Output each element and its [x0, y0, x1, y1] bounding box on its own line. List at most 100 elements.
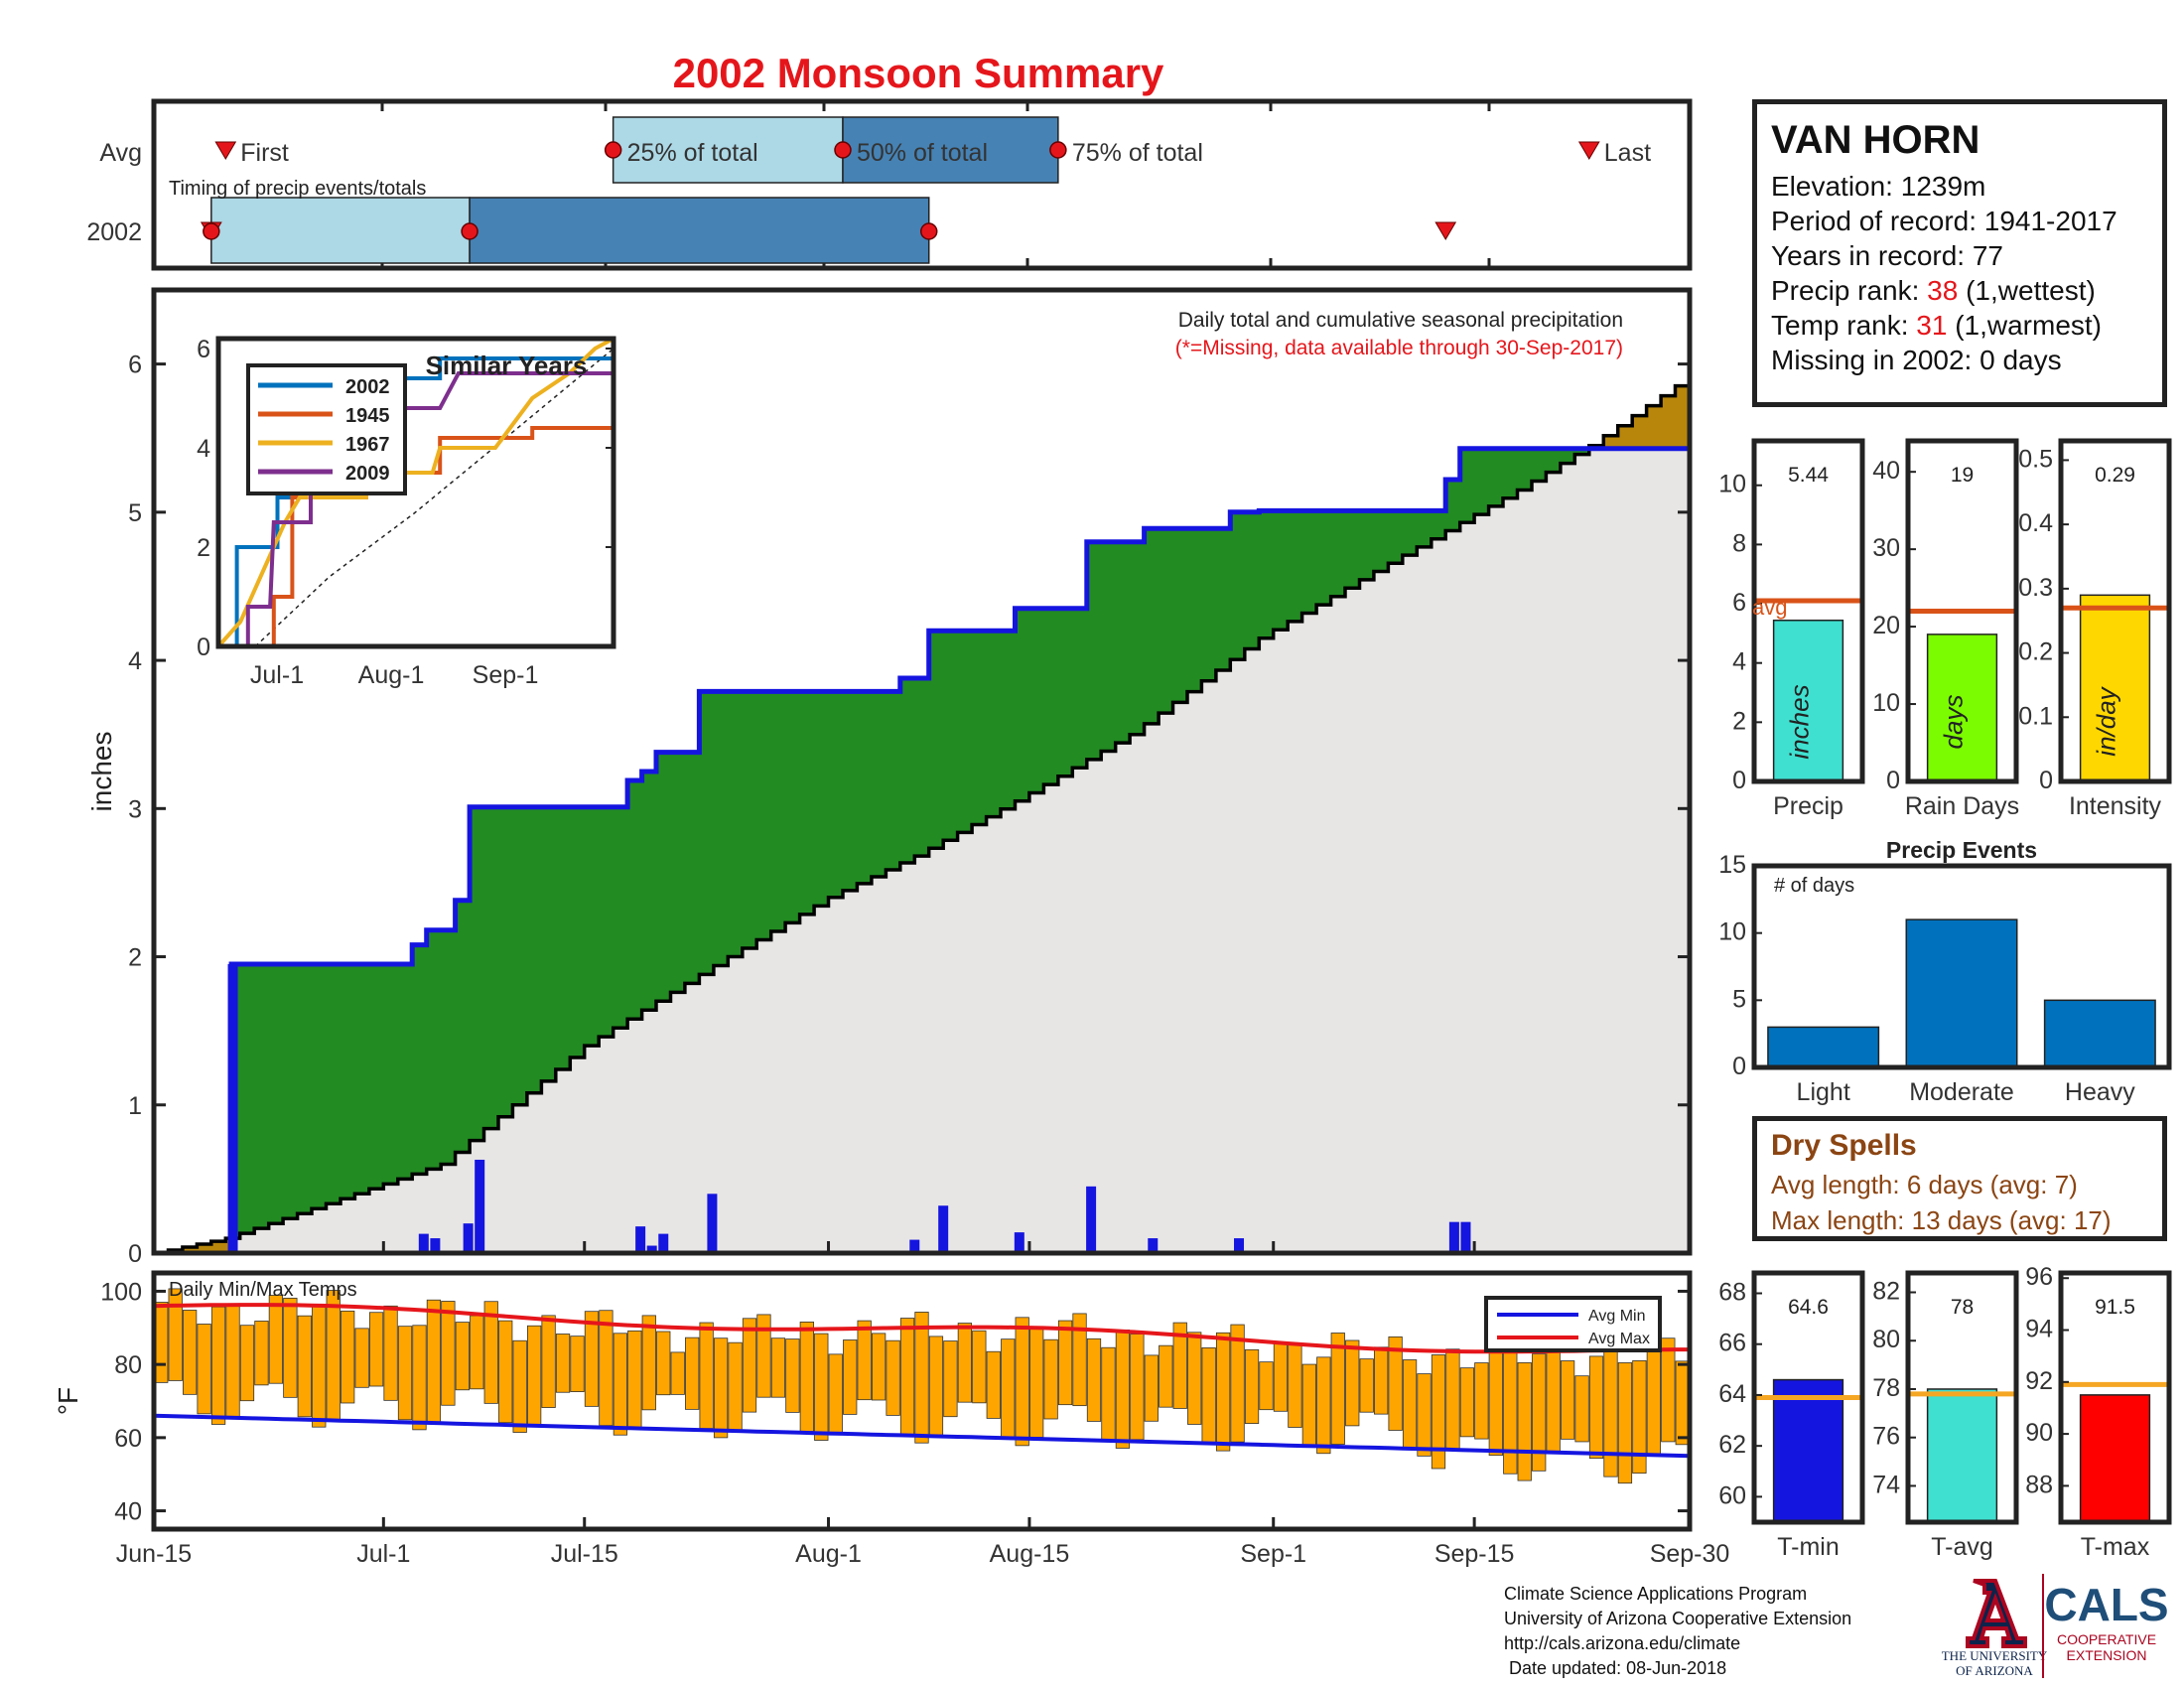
temp-range-bar [1388, 1336, 1403, 1431]
stat-panel-frame [1905, 1270, 2019, 1525]
temps-title: Daily Min/Max Temps [169, 1279, 357, 1301]
inset-title: Similar Years [426, 351, 588, 380]
y-tick-label: 4 [128, 647, 142, 675]
stat-value-label: 78 [1951, 1296, 1974, 1319]
stat-y-tick-label: 0.4 [2018, 509, 2053, 537]
daily-precip-bar [658, 1233, 669, 1253]
timing-row-label-2002: 2002 [86, 218, 142, 246]
stat-value-label: 0.29 [2095, 464, 2135, 487]
temp-range-bar [1015, 1317, 1029, 1447]
stat-y-tick-label: 68 [1718, 1278, 1746, 1306]
temp-range-bar [871, 1333, 887, 1401]
stat-value-bar [2079, 1394, 2151, 1523]
y-tick-label: 2 [128, 944, 142, 972]
stat-y-tick-label: 92 [2025, 1367, 2053, 1395]
university-of-arizona-logo: THE UNIVERSITY OF ARIZONA [1942, 1579, 2048, 1678]
temp-range-bar [1101, 1346, 1116, 1441]
stat-value-label: 5.44 [1788, 464, 1829, 487]
temp-range-bar [1144, 1354, 1159, 1422]
timing-row-label-avg: Avg [99, 139, 142, 167]
stat-y-tick-label: 88 [2025, 1471, 2053, 1498]
avg-first-marker [214, 141, 237, 160]
stat-value-bar [1926, 633, 1998, 782]
x-tick-label: Aug-1 [795, 1540, 862, 1568]
credit-line: University of Arizona Cooperative Extens… [1504, 1609, 1852, 1628]
avg-p25-label: 25% of total [627, 139, 758, 167]
temp-range-bar [1374, 1346, 1389, 1415]
timing-frame [151, 98, 1693, 271]
station-elevation: Elevation: 1239m [1771, 171, 1986, 202]
main-annotation: Daily total and cumulative seasonal prec… [1178, 309, 1623, 332]
stat-value-label: 91.5 [2095, 1296, 2135, 1319]
temp-range-bar [1001, 1338, 1016, 1438]
event-bar [1767, 1026, 1880, 1068]
temps-y-tick-label: 80 [114, 1351, 142, 1379]
stat-category-label: T-min [1777, 1533, 1840, 1561]
temp-rank: Temp rank: 31 (1,warmest) [1771, 308, 2148, 343]
avg-late-box [842, 116, 1059, 184]
temp-range-bar [1646, 1335, 1661, 1456]
stat-y-tick-label: 20 [1872, 612, 1900, 639]
temp-range-bar [1503, 1341, 1518, 1475]
precip-rank-value: 38 [1927, 275, 1959, 306]
temp-range-bar [210, 1306, 226, 1425]
temp-range-bar [928, 1336, 944, 1436]
figure-title: 2002 Monsoon Summary [673, 50, 1164, 96]
stat-y-tick-label: 0.1 [2018, 702, 2053, 730]
temp-range-bar [1029, 1328, 1044, 1438]
stat-category-label: T-max [2081, 1533, 2150, 1561]
daily-precip-bar [1448, 1221, 1459, 1253]
temp-range-bar [1330, 1333, 1345, 1445]
similar-years-inset: 0 2 4 6 Jul-1 Aug-1 Sep-1 Similar Years 2002 1945… [197, 336, 616, 689]
temp-range-bar [1172, 1322, 1187, 1409]
event-bar [2043, 999, 2156, 1068]
avg-last-marker [1577, 141, 1600, 160]
temp-range-bar [512, 1339, 527, 1433]
stat-y-tick-label: 90 [2025, 1419, 2053, 1447]
main-annotation-missing: (*=Missing, data available through 30-Se… [1175, 337, 1623, 359]
stat-unit-label: in/day [2092, 685, 2121, 756]
temp-range-bar [986, 1350, 1001, 1419]
daily-temps-panel: 40 60 80 100 Daily Min/Max Temps °F Avg Min Avg… [53, 1241, 1729, 1568]
daily-precip-bar [1148, 1238, 1159, 1253]
daily-precip-bar [227, 964, 238, 1253]
events-y-tick-label: 15 [1718, 851, 1746, 879]
temp-range-bar [1345, 1339, 1360, 1427]
stat-y-tick-label: 0 [1732, 767, 1746, 794]
stat-y-tick-label: 0.5 [2018, 445, 2053, 473]
temp-range-bar [1259, 1361, 1274, 1411]
temp-range-bar [1086, 1337, 1102, 1422]
event-category-label: Heavy [2065, 1078, 2135, 1106]
y-tick-label: 1 [128, 1092, 142, 1120]
extension-text: EXTENSION [2067, 1647, 2147, 1663]
daily-precip-bar [463, 1223, 474, 1253]
temps-y-label: °F [53, 1387, 83, 1415]
stat-category-label: Rain Days [1905, 792, 2019, 820]
stat-value-label: 64.6 [1788, 1296, 1829, 1319]
avg-p50-label: 50% of total [857, 139, 988, 167]
temp-range-bar [1057, 1320, 1073, 1406]
event-bar [1905, 918, 2018, 1068]
temp-range-bar [584, 1311, 600, 1407]
stat-y-tick-label: 64 [1718, 1380, 1746, 1408]
stat-y-tick-label: 80 [1872, 1326, 1900, 1353]
daily-precip-bar [430, 1238, 441, 1253]
stat-panel-frame [1751, 438, 1865, 784]
temp-range-bar [742, 1318, 757, 1413]
temp-range-bar [972, 1330, 987, 1404]
dry-spells-max: Max length: 13 days (avg: 17) [1771, 1205, 2112, 1235]
stat-y-tick-label: 10 [1718, 471, 1746, 498]
temp-range-bar [455, 1322, 470, 1391]
x-tick-label: Sep-1 [1240, 1540, 1306, 1568]
y2002-late-box [469, 197, 930, 264]
daily-precip-bar [707, 1194, 718, 1253]
temp-range-bar [341, 1310, 355, 1404]
temp-range-bar [1244, 1348, 1260, 1424]
temp-range-bar [368, 1312, 384, 1387]
avg-cumulative-line [154, 375, 1692, 1255]
temp-range-bar [785, 1338, 800, 1413]
temp-range-bar [1474, 1362, 1489, 1440]
y2002-early-box [210, 197, 471, 264]
daily-precip-bar [1460, 1221, 1471, 1253]
temp-range-bar [312, 1304, 327, 1428]
